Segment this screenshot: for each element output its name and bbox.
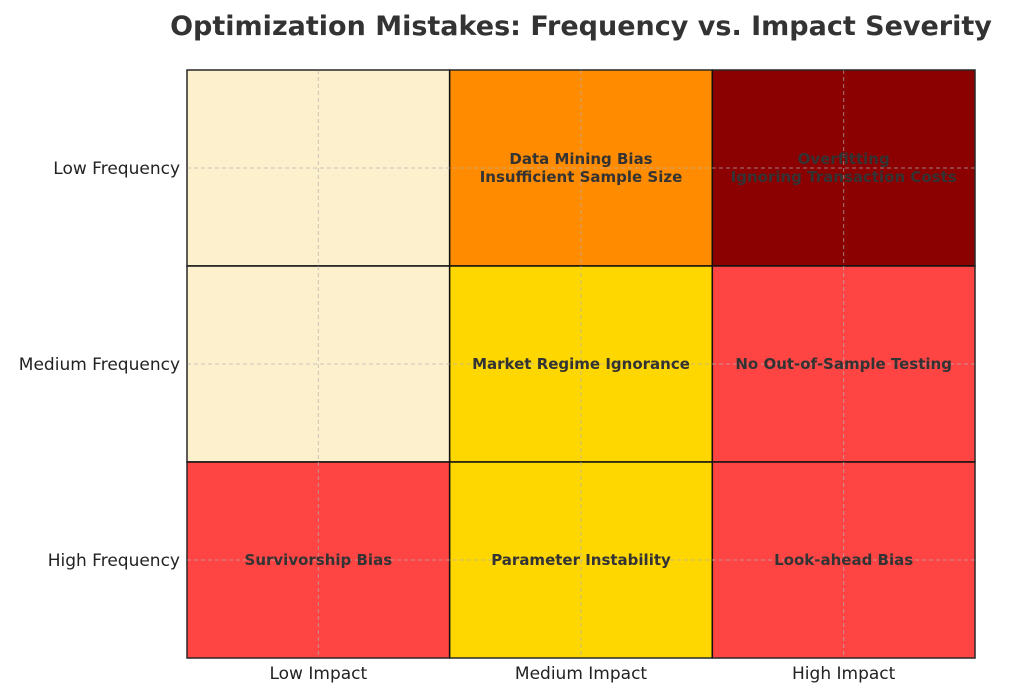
chart-title: Optimization Mistakes: Frequency vs. Imp… — [170, 11, 992, 42]
x-tick-label-high-impact: High Impact — [792, 664, 896, 684]
x-tick-label-medium-impact: Medium Impact — [515, 664, 648, 684]
plot-frame — [186, 69, 976, 659]
x-tick-label-low-impact: Low Impact — [269, 664, 367, 684]
cell-label-data-mining-bias: Data Mining Bias — [509, 150, 652, 168]
cell-label-insufficient-sample-size: Insufficient Sample Size — [480, 168, 683, 186]
y-tick-label-medium-frequency: Medium Frequency — [19, 355, 180, 375]
cell-label-parameter-instability: Parameter Instability — [491, 551, 671, 569]
x-axis-tick-labels: Low Impact Medium Impact High Impact — [269, 664, 895, 684]
cell-label-market-regime-ignorance: Market Regime Ignorance — [472, 355, 690, 373]
cell-label-overfitting: Overfitting — [798, 150, 890, 168]
cell-label-look-ahead-bias: Look-ahead Bias — [774, 551, 913, 569]
y-axis-tick-labels: Low Frequency Medium Frequency High Freque… — [19, 159, 180, 571]
cell-label-no-out-of-sample-testing: No Out-of-Sample Testing — [735, 355, 952, 373]
y-tick-label-high-frequency: High Frequency — [48, 551, 180, 571]
cell-label-ignoring-transaction-costs: Ignoring Transaction Costs — [731, 168, 957, 186]
cell-label-survivorship-bias: Survivorship Bias — [245, 551, 393, 569]
grid-lines — [187, 70, 975, 658]
y-tick-label-low-frequency: Low Frequency — [53, 159, 180, 179]
